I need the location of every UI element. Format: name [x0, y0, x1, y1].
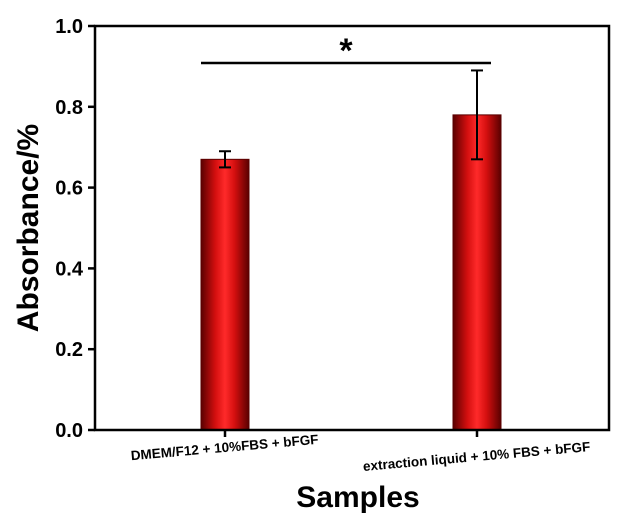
significance-annotation: *: [201, 32, 491, 70]
y-tick-label: 0.0: [55, 420, 83, 442]
y-axis-title: Absorbance/%: [12, 124, 45, 332]
bar: [200, 158, 250, 431]
y-tick-label: 0.4: [55, 258, 84, 280]
y-tick-label: 0.2: [55, 339, 83, 361]
plot-frame: [93, 24, 611, 432]
bar: [452, 114, 502, 431]
y-axis-ticks: 0.0 0.2 0.4 0.6 0.8 1.0: [55, 16, 95, 442]
x-axis-categories: DMEM/F12 + 10%FBS + bFGF extraction liqui…: [130, 430, 591, 474]
x-axis-title: Samples: [296, 481, 419, 513]
y-tick-label: 0.8: [55, 97, 83, 119]
chart-marks: *: [200, 32, 502, 431]
error-bar: [219, 150, 231, 169]
y-tick-label: 0.6: [55, 178, 83, 200]
error-bar: [471, 69, 483, 161]
x-tick-label: extraction liquid + 10% FBS + bFGF: [362, 439, 590, 474]
significance-star: *: [339, 32, 353, 70]
y-tick-label: 1.0: [55, 16, 83, 38]
